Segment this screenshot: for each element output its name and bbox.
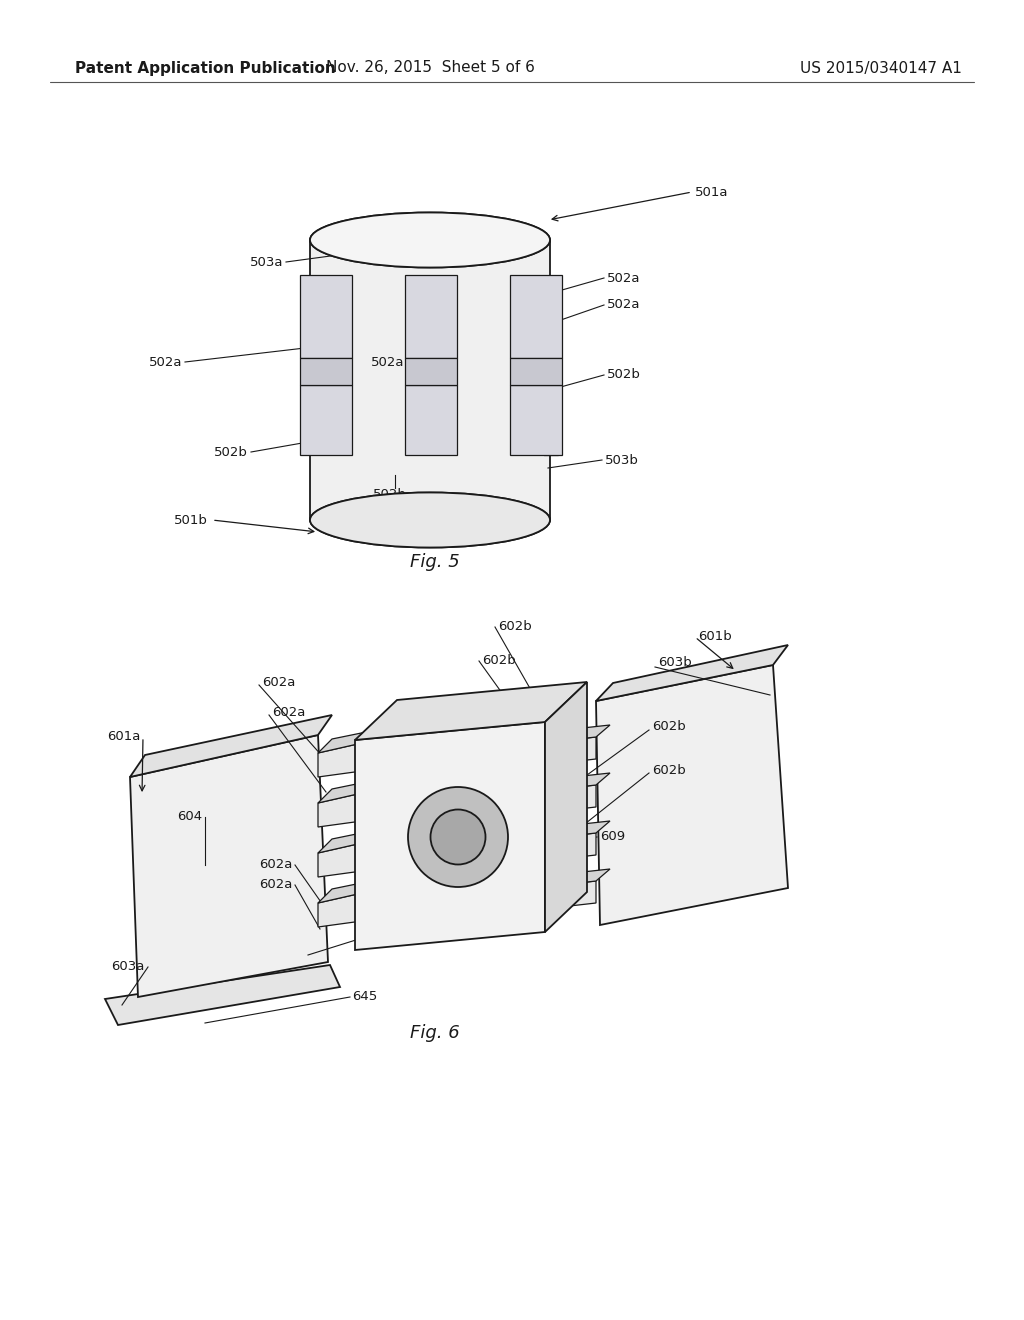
Polygon shape (543, 785, 596, 813)
Text: Fig. 5: Fig. 5 (411, 553, 460, 572)
Ellipse shape (310, 213, 550, 268)
Text: 602a: 602a (272, 706, 305, 719)
Polygon shape (355, 722, 545, 950)
Text: 603a: 603a (112, 961, 145, 974)
Ellipse shape (408, 787, 508, 887)
Text: 604: 604 (177, 810, 202, 824)
Polygon shape (310, 240, 550, 520)
Polygon shape (545, 682, 587, 932)
Polygon shape (510, 275, 562, 358)
Text: 602a: 602a (262, 676, 295, 689)
Text: 502b: 502b (214, 446, 248, 458)
Text: 601b: 601b (698, 631, 732, 644)
Text: 503a: 503a (250, 256, 283, 268)
Polygon shape (130, 735, 328, 997)
Polygon shape (318, 843, 362, 876)
Text: Fig. 6: Fig. 6 (411, 1024, 460, 1041)
Polygon shape (543, 880, 596, 909)
Text: 502a: 502a (607, 272, 640, 285)
Text: 602b: 602b (652, 763, 686, 776)
Polygon shape (543, 869, 610, 887)
Polygon shape (510, 385, 562, 455)
Polygon shape (543, 725, 610, 743)
Polygon shape (406, 275, 457, 358)
Polygon shape (406, 358, 457, 385)
Polygon shape (596, 645, 788, 701)
Polygon shape (318, 894, 362, 927)
Text: 605: 605 (408, 810, 433, 824)
Polygon shape (318, 780, 376, 803)
Ellipse shape (310, 492, 550, 548)
Polygon shape (300, 358, 352, 385)
Polygon shape (543, 833, 596, 861)
Polygon shape (318, 830, 376, 853)
Text: 602a: 602a (259, 879, 292, 891)
Text: 602a: 602a (445, 907, 478, 920)
Text: Nov. 26, 2015  Sheet 5 of 6: Nov. 26, 2015 Sheet 5 of 6 (326, 61, 535, 75)
Text: Patent Application Publication: Patent Application Publication (75, 61, 336, 75)
Text: 502a: 502a (148, 355, 182, 368)
Polygon shape (318, 743, 362, 777)
Text: 602a: 602a (259, 858, 292, 871)
Polygon shape (543, 774, 610, 791)
Text: 602b: 602b (482, 655, 516, 668)
Text: 603b: 603b (658, 656, 692, 669)
Polygon shape (130, 715, 332, 777)
Ellipse shape (310, 492, 550, 548)
Polygon shape (543, 737, 596, 766)
Text: 602b: 602b (498, 620, 531, 634)
Text: US 2015/0340147 A1: US 2015/0340147 A1 (800, 61, 962, 75)
Polygon shape (318, 880, 376, 903)
Polygon shape (406, 385, 457, 455)
Text: 609: 609 (600, 830, 625, 843)
Polygon shape (300, 385, 352, 455)
Polygon shape (355, 682, 587, 741)
Ellipse shape (430, 809, 485, 865)
Text: 602b: 602b (652, 721, 686, 734)
Polygon shape (318, 730, 376, 752)
Text: 502b: 502b (373, 488, 407, 502)
Text: 502a: 502a (372, 355, 404, 368)
Polygon shape (543, 821, 610, 840)
Ellipse shape (310, 213, 550, 268)
Text: 601a: 601a (106, 730, 140, 743)
Text: 501b: 501b (174, 513, 208, 527)
Polygon shape (510, 358, 562, 385)
Polygon shape (300, 275, 352, 358)
Polygon shape (596, 665, 788, 925)
Text: 501a: 501a (695, 186, 728, 198)
Text: 645: 645 (352, 990, 377, 1003)
Text: 502b: 502b (607, 368, 641, 381)
Text: 502a: 502a (607, 298, 640, 312)
Polygon shape (318, 793, 362, 828)
Polygon shape (105, 965, 340, 1026)
Text: 503b: 503b (605, 454, 639, 466)
